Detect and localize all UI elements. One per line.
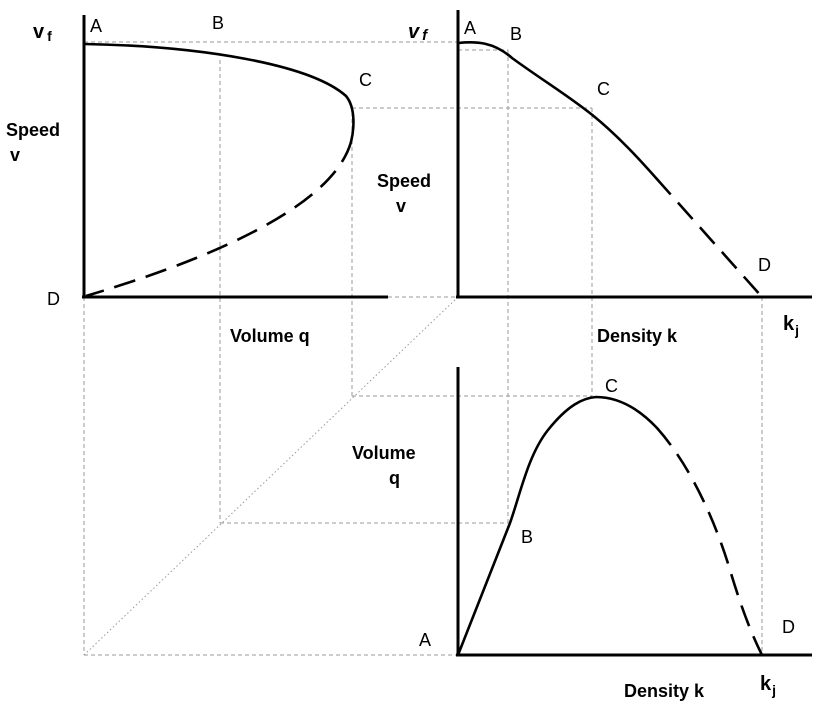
speed-volume-curve-solid [82, 42, 355, 144]
volume-density-x-label: Density k [624, 681, 705, 701]
volume-density-panel: Volume q Density k kj A B C D [352, 367, 812, 701]
speed-volume-point-d: D [47, 289, 60, 309]
speed-volume-point-b: B [212, 13, 224, 33]
speed-volume-x-label: Volume q [230, 326, 310, 346]
speed-density-curve-dashed [655, 177, 763, 298]
speed-density-point-c: C [597, 79, 610, 99]
volume-density-kj-symbol: kj [760, 673, 776, 698]
volume-density-point-b: B [521, 527, 533, 547]
volume-density-point-d: D [782, 617, 795, 637]
speed-volume-y-label-line2: v [10, 145, 20, 165]
speed-density-point-b: B [510, 24, 522, 44]
speed-density-y-label-line1: Speed [377, 171, 431, 191]
guide-lines [83, 41, 763, 656]
speed-volume-point-c: C [359, 70, 372, 90]
volume-density-y-label-line1: Volume [352, 443, 416, 463]
speed-volume-y-label-line1: Speed [6, 120, 60, 140]
speed-density-point-a: A [464, 18, 476, 38]
volume-density-point-a: A [419, 630, 431, 650]
volume-density-y-label-line2: q [389, 468, 400, 488]
speed-density-kj-symbol: kj [783, 313, 799, 338]
speed-density-y-label-line2: v [396, 196, 406, 216]
volume-density-curve-dashed [656, 427, 764, 656]
speed-volume-point-a: A [90, 16, 102, 36]
speed-volume-curve-dashed [85, 141, 353, 298]
speed-density-x-label: Density k [597, 326, 678, 346]
guide-diagonal [83, 296, 459, 656]
volume-density-point-c: C [605, 376, 618, 396]
speed-density-point-d: D [758, 255, 771, 275]
speed-density-curve-solid [456, 40, 658, 180]
volume-density-curve-solid [456, 395, 659, 657]
